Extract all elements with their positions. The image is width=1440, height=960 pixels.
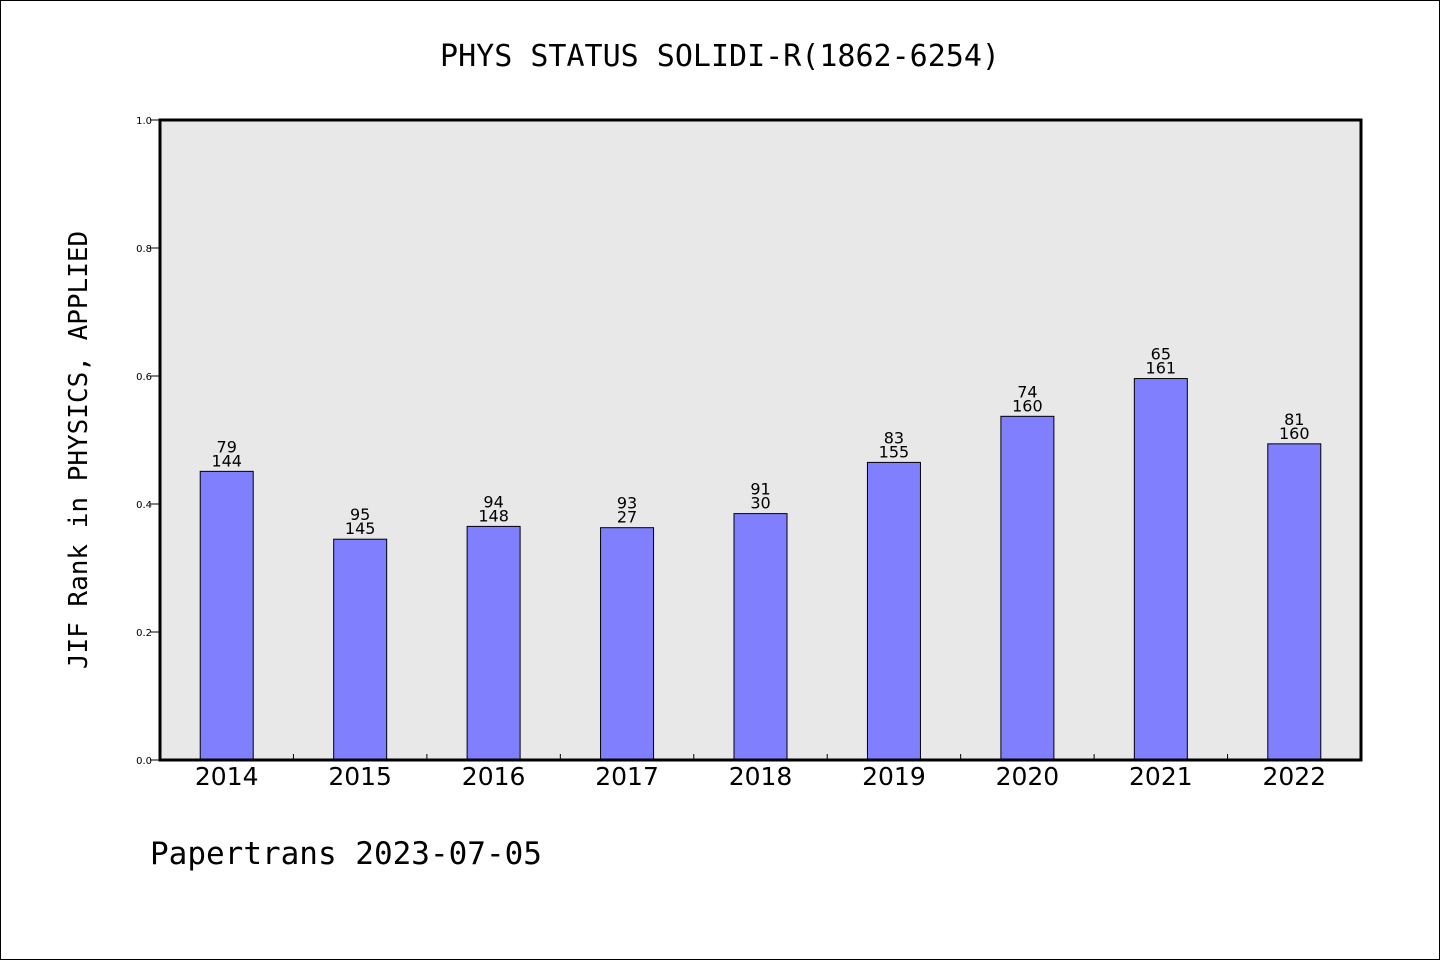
x-tick-label: 2015 <box>328 762 392 791</box>
bar-2014 <box>199 470 254 761</box>
bar-rank-label: 79 <box>217 437 237 456</box>
x-tick-label: 2016 <box>462 762 526 791</box>
bar-rank-label: 91 <box>750 480 770 499</box>
bar-rank-label: 95 <box>350 505 370 524</box>
bar-total-label: 148 <box>478 506 509 525</box>
bar-2018 <box>733 513 788 761</box>
bar-rank-label: 74 <box>1017 382 1037 401</box>
bar-2016 <box>466 525 521 761</box>
bar-2017 <box>600 527 655 761</box>
bar-total-label: 30 <box>750 494 770 513</box>
x-tick-label: 2018 <box>729 762 793 791</box>
bar-total-label: 155 <box>879 442 910 461</box>
bar-total-label: 145 <box>345 519 376 538</box>
y-tick-label: 0.0 <box>136 756 152 767</box>
y-tick-label: 0.2 <box>136 628 152 639</box>
bar-rank-label: 81 <box>1284 410 1304 429</box>
axis-layer: 2014 2015 2016 2017 2018 2019 2020 2021 2022 0.0 0… <box>136 116 1326 791</box>
bar-rank-label: 93 <box>617 494 637 513</box>
footer-credit: Papertrans 2023-07-05 <box>150 836 542 872</box>
y-tick-label: 1.0 <box>136 116 152 127</box>
bar-2021 <box>1133 378 1188 761</box>
bar-total-label: 160 <box>1012 396 1043 415</box>
bar-2019 <box>866 461 921 761</box>
bar-rank-label: 83 <box>884 428 904 447</box>
y-tick-label: 0.8 <box>136 244 152 255</box>
x-tick-label: 2014 <box>195 762 259 791</box>
bar-2022 <box>1267 443 1322 761</box>
bar-total-label: 161 <box>1146 359 1177 378</box>
x-tick-label: 2020 <box>996 762 1060 791</box>
bar-2015 <box>333 538 388 761</box>
y-axis-label: JIF Rank in PHYSICS, APPLIED <box>64 231 94 669</box>
plot-border <box>158 118 1363 762</box>
y-tick-label: 0.4 <box>136 500 152 511</box>
chart-title: PHYS STATUS SOLIDI-R(1862-6254) <box>440 39 1000 74</box>
bar-total-label: 144 <box>211 451 242 470</box>
bar-total-label: 27 <box>617 508 637 527</box>
bar-rank-label: 94 <box>483 492 503 511</box>
x-tick-label: 2022 <box>1262 762 1326 791</box>
y-tick-label: 0.6 <box>136 372 152 383</box>
x-tick-label: 2021 <box>1129 762 1193 791</box>
bar-2020 <box>1000 415 1055 761</box>
bar-total-label: 160 <box>1279 424 1310 443</box>
bars-layer: 7914495145941489327913083155741606516181… <box>199 345 1322 761</box>
x-tick-label: 2017 <box>595 762 659 791</box>
x-tick-label: 2019 <box>862 762 926 791</box>
bar-rank-label: 65 <box>1151 345 1171 364</box>
